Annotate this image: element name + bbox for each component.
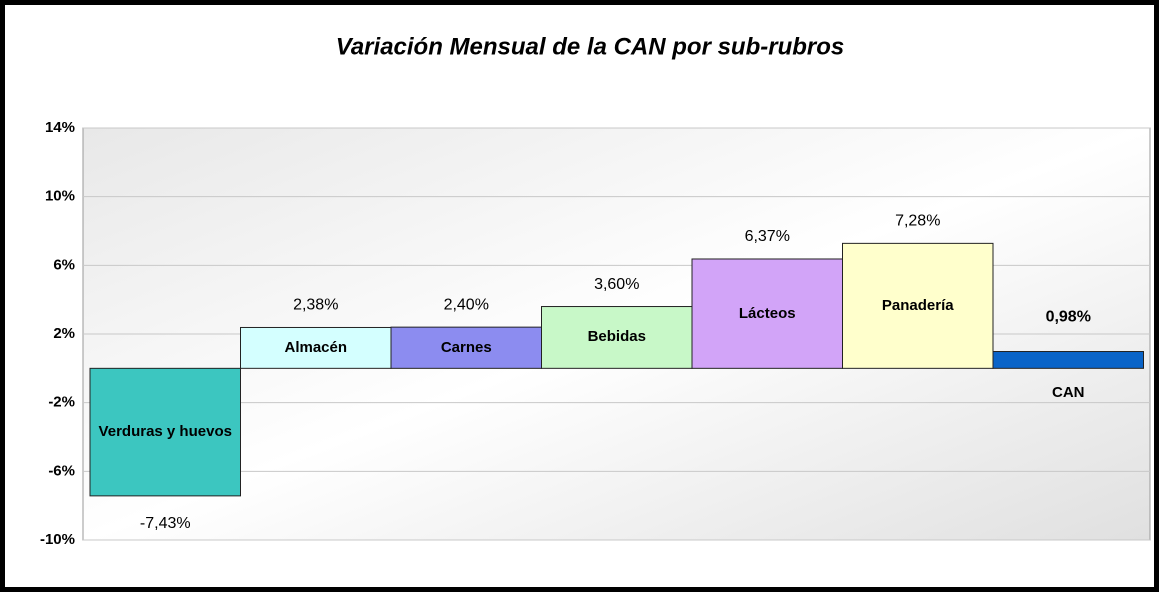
bar bbox=[842, 242, 994, 369]
y-tick-label: -2% bbox=[48, 394, 75, 411]
y-tick-label: -10% bbox=[40, 531, 75, 548]
category-label: Lácteos bbox=[738, 304, 796, 322]
category-label-box: Almacén bbox=[284, 338, 348, 356]
bar bbox=[691, 258, 843, 369]
category-label-box: Bebidas bbox=[587, 328, 646, 346]
category-label: Verduras y huevos bbox=[98, 423, 232, 441]
bar bbox=[240, 326, 392, 369]
value-label: 2,38% bbox=[293, 297, 338, 314]
value-label: 2,40% bbox=[444, 296, 489, 313]
bar bbox=[992, 351, 1144, 369]
value-label: 3,60% bbox=[594, 276, 639, 293]
category-label: Bebidas bbox=[587, 328, 646, 346]
category-label: CAN bbox=[1052, 384, 1085, 402]
value-label: -7,43% bbox=[140, 515, 191, 532]
value-label: 0,98% bbox=[1046, 309, 1091, 326]
category-label-box: Verduras y huevos bbox=[98, 423, 232, 441]
y-tick-label: 10% bbox=[45, 188, 75, 205]
bar bbox=[89, 367, 241, 497]
y-tick-label: 2% bbox=[53, 325, 75, 342]
y-tick-label: 14% bbox=[45, 119, 75, 136]
y-tick-label: -6% bbox=[48, 462, 75, 479]
category-label-box: Lácteos bbox=[738, 304, 796, 322]
category-label-box: Panadería bbox=[881, 296, 954, 314]
category-label-box: Carnes bbox=[440, 338, 492, 356]
value-label: 7,28% bbox=[895, 213, 940, 230]
category-label: Carnes bbox=[440, 338, 492, 356]
category-label: Panadería bbox=[881, 296, 954, 314]
category-label-box: CAN bbox=[1052, 384, 1085, 402]
bar bbox=[390, 326, 542, 369]
value-label: 6,37% bbox=[745, 228, 790, 245]
bar bbox=[541, 306, 693, 369]
y-tick-label: 6% bbox=[53, 256, 75, 273]
chart-title: Variación Mensual de la CAN por sub-rubr… bbox=[336, 33, 845, 60]
category-label: Almacén bbox=[284, 338, 348, 356]
